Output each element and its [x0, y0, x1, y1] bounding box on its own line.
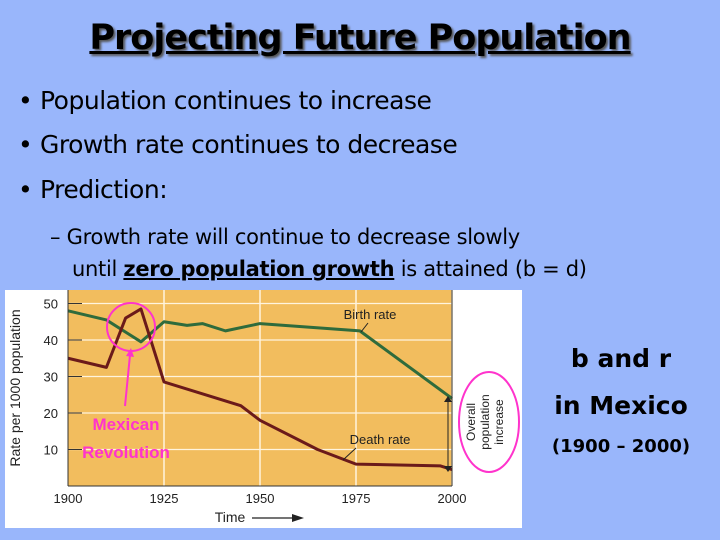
- birth-rate-label: Birth rate: [344, 307, 397, 322]
- x-tick-label: 1925: [150, 491, 179, 506]
- zero-population-growth: zero population growth: [123, 257, 395, 281]
- y-axis-label: Rate per 1000 population: [7, 309, 23, 466]
- bullet-1: • Population continues to increase: [18, 86, 432, 115]
- bullet-dot: •: [18, 130, 33, 159]
- revolution-arrow: [124, 354, 131, 407]
- x-tick-label: 1900: [54, 491, 83, 506]
- gap-label-1: Overall: [464, 403, 478, 441]
- gap-label-3: increase: [492, 399, 506, 445]
- sub-dash: –: [50, 225, 61, 249]
- side-line-2: in Mexico: [554, 391, 688, 420]
- y-tick-label: 10: [44, 443, 58, 458]
- birth-rate-pointer: [360, 322, 369, 333]
- population-increase-label: Overall population increase: [464, 394, 506, 449]
- y-tick-label: 30: [44, 370, 58, 385]
- x-tick-label: 1975: [342, 491, 371, 506]
- x-axis-label: Time: [215, 509, 246, 525]
- y-tick-label: 40: [44, 333, 58, 348]
- death-rate-line: [67, 307, 453, 472]
- slide-title: Projecting Future Population: [89, 18, 631, 58]
- x-tick-label: 2000: [438, 491, 467, 506]
- y-tick-label: 50: [44, 297, 58, 312]
- bullet-3: • Prediction:: [18, 175, 168, 204]
- bullet-dot: •: [18, 175, 33, 204]
- population-increase-circle: [458, 371, 520, 473]
- bullet-text: Population continues to increase: [40, 86, 432, 115]
- side-line-1: b and r: [570, 344, 672, 373]
- bullet-2: • Growth rate continues to decrease: [18, 130, 458, 159]
- gap-label-2: population: [478, 394, 492, 449]
- sub-line-2-after: is attained (b = d): [394, 257, 587, 281]
- death-rate-label: Death rate: [350, 432, 411, 447]
- side-line-3: (1900 – 2000): [551, 436, 691, 457]
- bullet-text: Prediction:: [40, 175, 168, 204]
- sub-line-2-before: until: [72, 257, 124, 281]
- y-tick-label: 20: [44, 406, 58, 421]
- x-tick-label: 1950: [246, 491, 275, 506]
- birth-rate-line: [67, 309, 453, 400]
- annotation-mexican: Mexican: [92, 415, 159, 434]
- bullet-dot: •: [18, 86, 33, 115]
- annotation-revolution: Revolution: [82, 443, 170, 462]
- death-rate-pointer: [342, 447, 357, 461]
- population-increase-arrow: [444, 396, 452, 472]
- bullet-text: Growth rate continues to decrease: [40, 130, 458, 159]
- sub-line-1: Growth rate will continue to decrease sl…: [66, 225, 521, 249]
- time-arrow: [252, 514, 304, 522]
- sub-bullet: – Growth rate will continue to decrease …: [50, 221, 587, 285]
- revolution-arrowhead: [126, 348, 134, 357]
